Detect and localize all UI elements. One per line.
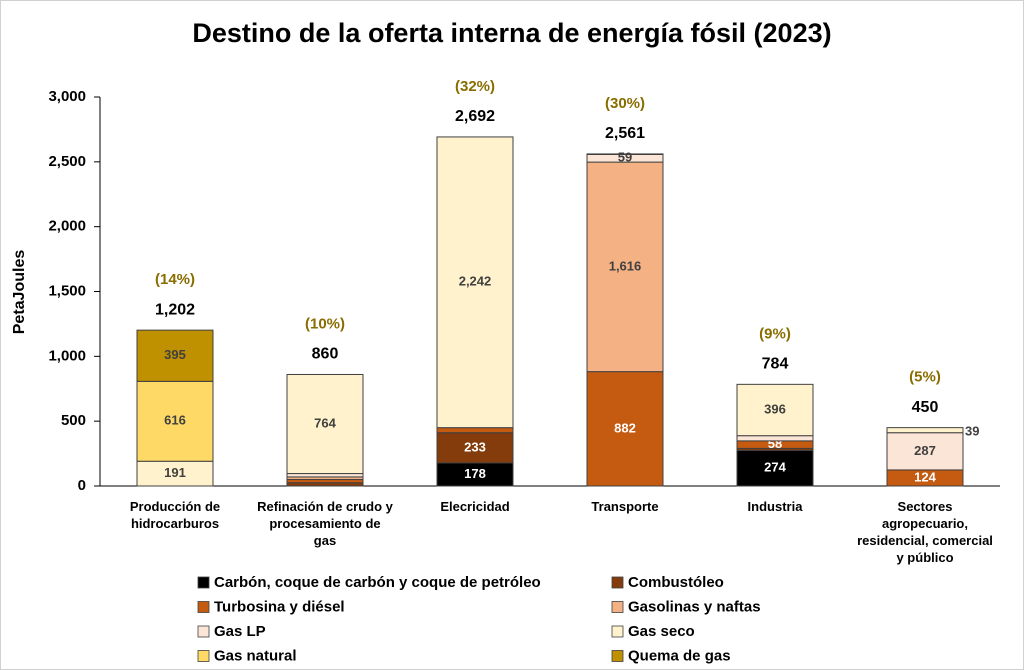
share-label: (5%) — [909, 369, 941, 386]
bar-segment — [286, 473, 364, 478]
share-label: (32%) — [455, 78, 495, 95]
y-tick-label: 0 — [78, 477, 86, 494]
segment-label: 882 — [614, 420, 636, 435]
x-tick-label: Transporte — [591, 499, 659, 514]
bar-segment — [586, 161, 664, 373]
y-axis-label: PetaJoules — [11, 250, 28, 335]
total-label: 2,561 — [605, 125, 645, 142]
bar-segment — [286, 373, 364, 475]
segment-label: 178 — [464, 466, 486, 481]
legend-label: Gasolinas y naftas — [628, 598, 761, 615]
total-label: 2,692 — [455, 108, 495, 125]
bar-segment — [436, 427, 514, 434]
share-label: (9%) — [759, 325, 791, 342]
legend-label: Gas natural — [214, 647, 297, 664]
y-tick-label: 3,000 — [48, 88, 86, 105]
bar-segment — [886, 427, 964, 434]
segment-label: 191 — [164, 465, 186, 480]
legend-swatch — [197, 601, 210, 613]
legend-label: Quema de gas — [628, 647, 731, 664]
y-tick-label: 2,500 — [48, 153, 86, 170]
legend-swatch — [197, 576, 210, 589]
total-label: 1,202 — [155, 301, 195, 318]
segment-label: 764 — [314, 415, 336, 430]
segment-label: 2,242 — [459, 274, 492, 289]
legend-label: Gas LP — [214, 623, 266, 640]
legend-label: Gas seco — [628, 623, 695, 640]
share-label: (10%) — [305, 315, 345, 332]
legend-swatch — [197, 650, 210, 662]
segment-label: 1,616 — [609, 258, 642, 273]
legend-label: Combustóleo — [628, 574, 724, 591]
legend-swatch — [611, 601, 624, 613]
bar-segment — [736, 383, 814, 437]
segment-label: 616 — [164, 413, 186, 428]
bar-segment — [436, 136, 514, 429]
y-tick-label: 500 — [61, 412, 86, 429]
bar-segment — [586, 371, 664, 487]
y-tick-label: 1,500 — [48, 282, 86, 299]
chart-title: Destino de la oferta interna de energía … — [192, 18, 831, 48]
segment-label: 274 — [764, 460, 786, 475]
total-label: 784 — [762, 356, 789, 373]
x-tick-label: Sectores agropecuario, residencial, come… — [857, 499, 993, 565]
bar-segment — [586, 153, 664, 155]
segment-label: 395 — [164, 347, 186, 362]
x-tick-label: Refinación de crudo y procesamiento de g… — [257, 499, 393, 548]
segment-label: 39 — [965, 424, 979, 439]
x-tick-label: Industria — [747, 499, 803, 514]
segment-label: 396 — [764, 401, 786, 416]
legend-label: Turbosina y diésel — [214, 598, 345, 615]
segment-label: 124 — [914, 469, 936, 484]
legend-swatch — [611, 576, 624, 589]
total-label: 860 — [312, 346, 339, 363]
total-label: 450 — [912, 399, 939, 416]
legend-swatch — [197, 625, 210, 638]
x-tick-label: Producción de hidrocarburos — [129, 499, 221, 531]
share-label: (14%) — [155, 271, 195, 288]
segment-label: 233 — [464, 439, 486, 454]
bar-segment — [136, 380, 214, 462]
bar-segment — [136, 460, 214, 487]
y-tick-label: 2,000 — [48, 218, 86, 235]
y-tick-label: 1,000 — [48, 347, 86, 364]
bar-segment — [736, 449, 814, 487]
legend-label: Carbón, coque de carbón y coque de petró… — [214, 574, 541, 591]
legend-swatch — [611, 650, 624, 662]
legend-swatch — [611, 625, 624, 638]
bar-segment — [886, 432, 964, 471]
bar-segment — [436, 432, 514, 464]
share-label: (30%) — [605, 95, 645, 112]
bar-segment — [736, 435, 814, 442]
segment-label: 287 — [914, 443, 936, 458]
segment-label: 59 — [618, 150, 632, 165]
x-tick-label: Elecricidad — [440, 499, 510, 514]
bar-segment — [136, 329, 214, 382]
